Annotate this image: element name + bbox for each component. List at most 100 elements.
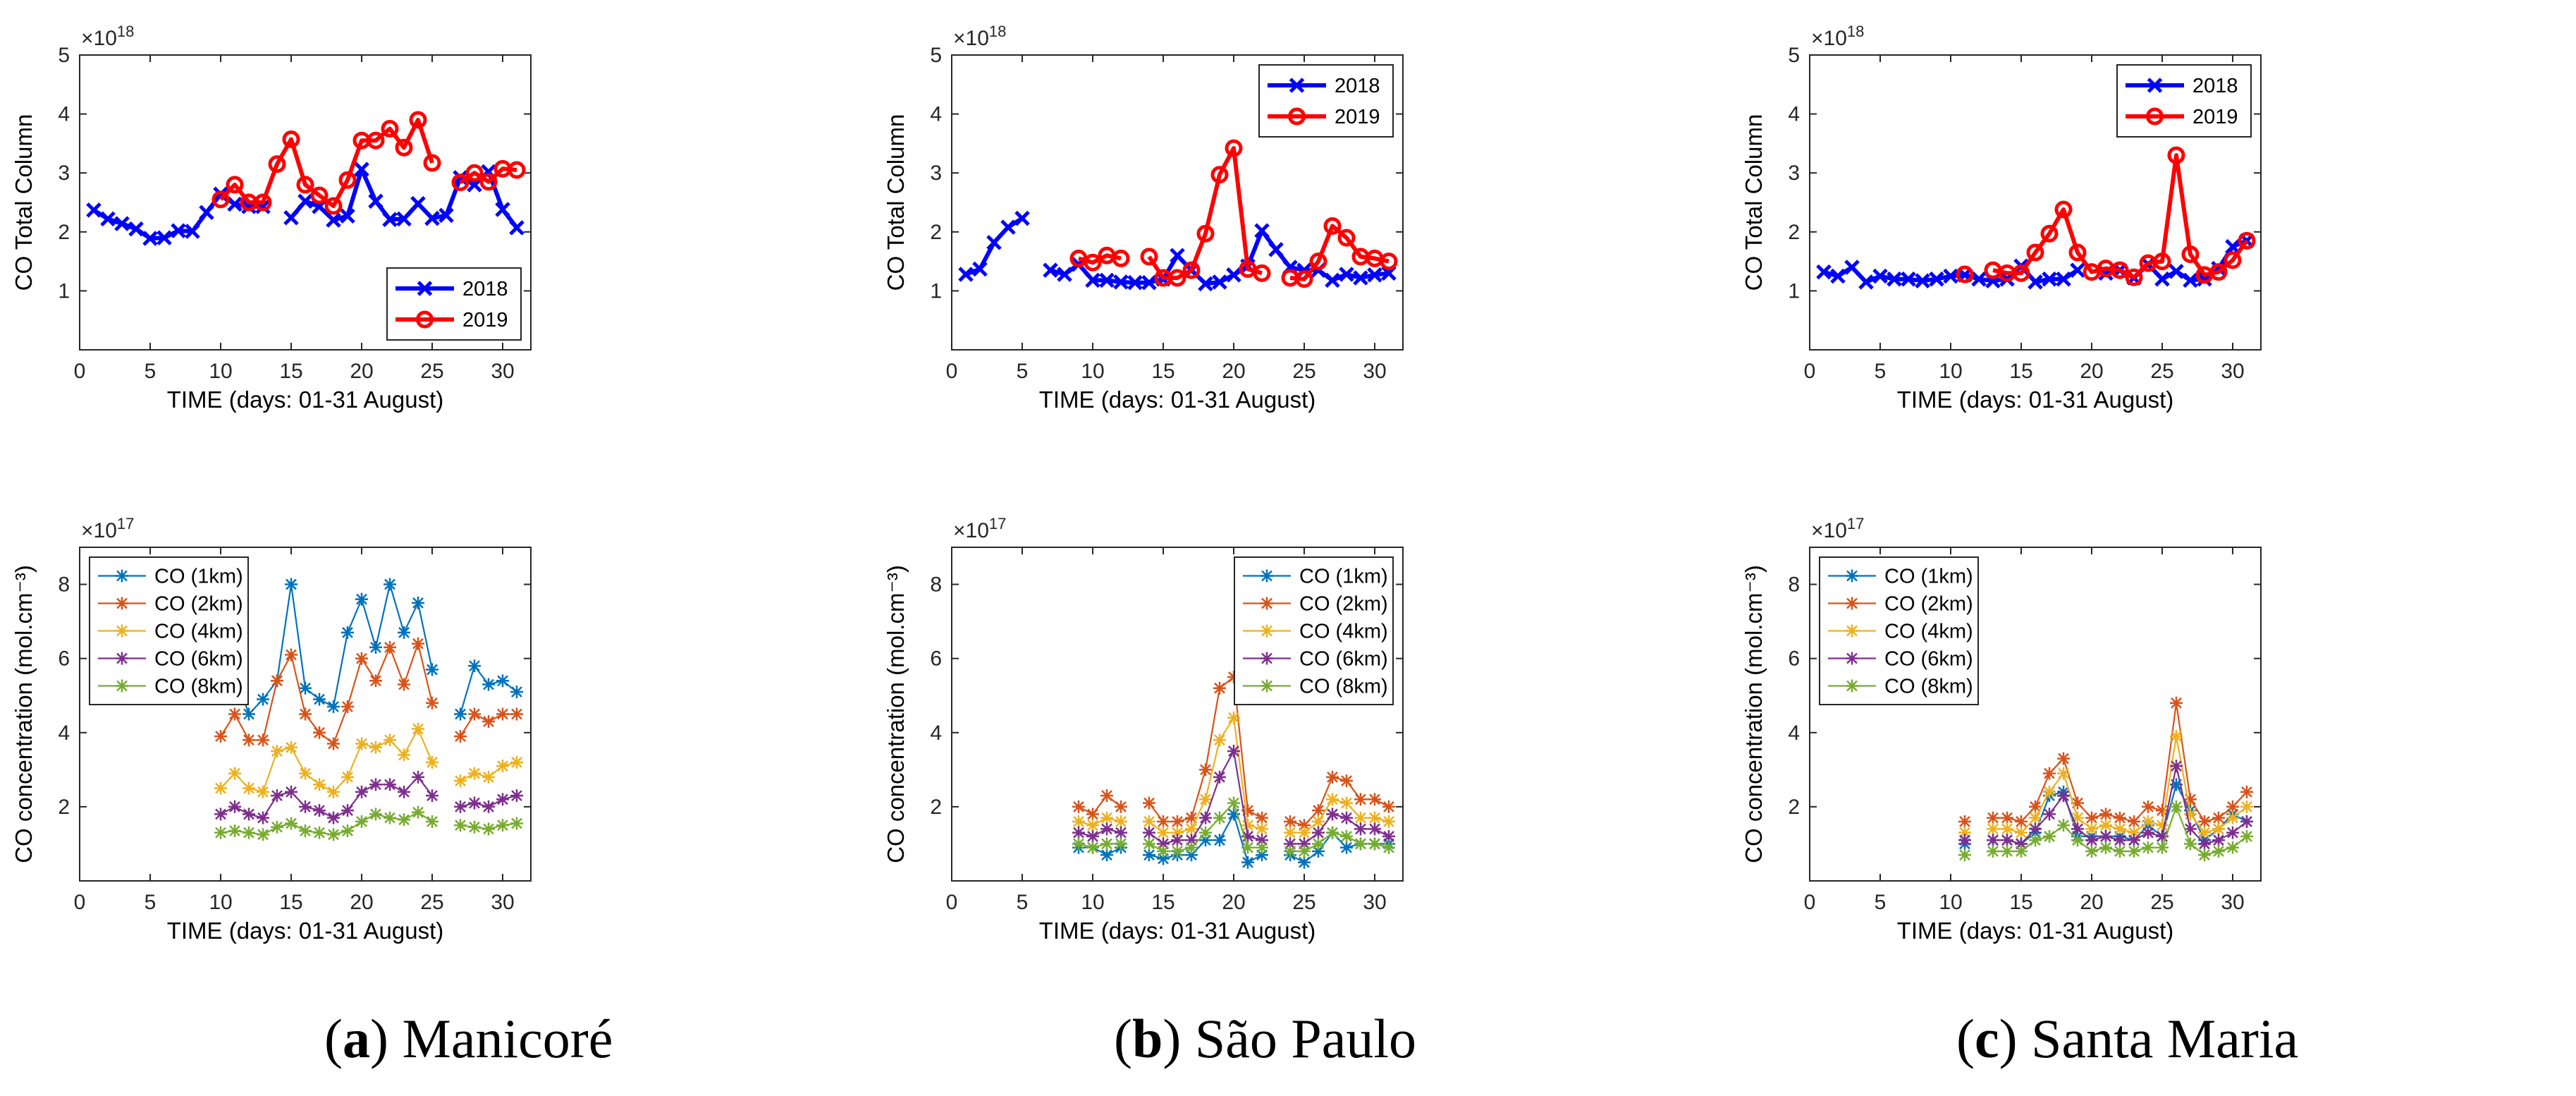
panel-a-concentration-series-co-4km-point [510, 755, 523, 769]
panel-a-concentration-xtick-label: 25 [420, 891, 443, 914]
panel-c-total-column-ytick-label: 1 [1788, 279, 1800, 303]
panel-c-concentration-series-co-4km-point [2226, 811, 2239, 824]
panel-b-concentration-ytick-label: 4 [930, 721, 942, 745]
panel-a-total-column-series-2018-point [340, 208, 355, 224]
panel-c-concentration-series-co-2km-point [1987, 811, 1999, 824]
panel-a-concentration-series-co-6km-point [510, 789, 523, 803]
panel-a-total-column-exponent-value: 18 [117, 23, 134, 40]
panel-c-concentration-series-co-6km-point [1958, 834, 1971, 847]
panel-a-total-column-ytick-label: 3 [58, 162, 70, 185]
panel-a-total-column-series-2018-point [171, 223, 186, 238]
panel-a-concentration-xtick-label: 30 [491, 891, 514, 914]
panel-c-total-column-series-2019-point [2111, 261, 2129, 279]
panel-b-concentration-series-co-4km-point [1256, 822, 1268, 836]
panel-b-total-column-xtick-label: 25 [1292, 360, 1315, 383]
panel-a-concentration-ytick-label: 8 [58, 573, 70, 597]
panel-c-concentration-series-co-4km-point [2071, 811, 2084, 824]
panel-c-total-column-series-2018-point [1915, 273, 1930, 288]
panel-b-total-column-series-2019-point [1140, 248, 1158, 266]
panel-c-total-column-series-2019-point [2068, 243, 2087, 262]
panel-c-total-column-y-axis-label: CO Total Column [1741, 114, 1767, 291]
panel-a-total-column-xtick-label: 10 [209, 360, 232, 383]
panel-a-total-column-series-2018-point [227, 196, 243, 212]
panel-c-concentration-series-co-8km [1958, 800, 2253, 862]
panel-b-concentration-series-co-8km-point [1227, 796, 1240, 810]
panel-b-total-column-series-2018-point [1057, 267, 1072, 282]
panel-b-concentration-series-co-4km-point [1199, 793, 1212, 806]
panel-c-concentration-series-co-6km-point [2085, 834, 2098, 847]
panel-c-total-column-legend: 2018 2019 [2116, 64, 2252, 138]
panel-c-concentration-series-co-8km-point [2184, 837, 2197, 851]
panel-c-total-column-series-2018-point [2169, 264, 2184, 279]
panel-b-concentration-series-co-8km-point [1185, 841, 1198, 854]
panel-a-total-column-legend-label: 2018 [462, 278, 508, 300]
panel-c-concentration-ytick-label: 4 [1788, 721, 1800, 745]
panel-b-total-column-legend-marker [1289, 78, 1305, 93]
panel-a-total-column-series-2018-point [283, 209, 299, 226]
panel-a-concentration-series-co-8km-point [468, 820, 481, 834]
panel-b-total-column-legend-label: 2018 [1335, 75, 1380, 97]
panel-c-concentration-xtick-label: 0 [1804, 891, 1816, 914]
panel-b-concentration-series-co-6km-point [1298, 837, 1311, 851]
panel-b-concentration-series-co-4km-point [1185, 822, 1198, 836]
panel-c-total-column-xtick-label: 0 [1804, 360, 1816, 383]
panel-b-concentration-series-co-6km-point [1382, 829, 1395, 843]
panel-a-concentration-series-co-4km-point [228, 767, 241, 780]
panel-b-concentration-series-co-8km-point [1368, 837, 1381, 851]
panel-a-concentration-series-co-2km-point [384, 640, 396, 654]
panel-a-concentration-series-co-2km-point [271, 674, 283, 688]
panel-b-concentration-legend: CO (1km) CO (2km) CO (4km) CO (6km) CO (8km) [1234, 556, 1394, 705]
panel-b-total-column-series-2019 [1069, 139, 1398, 288]
panel-b-concentration-series-co-2km-point [1256, 811, 1268, 824]
panel-a-concentration-series-co-4km-point [369, 741, 382, 754]
panel-a-concentration-series-co-2km-point [327, 737, 340, 750]
panel-a-concentration-legend-marker [116, 624, 128, 638]
panel-c-concentration-xtick-label: 25 [2150, 891, 2173, 914]
caption-a-letter: a [342, 1008, 370, 1069]
panel-b-total-column-series-2019-point [1253, 264, 1271, 282]
panel-b-concentration-series-co-4km-point [1086, 819, 1099, 832]
panel-c-total-column-series-2018-point [1929, 271, 1944, 287]
panel-b-total-column-series-2018-point [1141, 274, 1157, 291]
panel-a-concentration-series-co-8km-point [412, 805, 424, 819]
panel-b-total-column-ytick-label: 1 [930, 279, 942, 303]
panel-c-concentration-ytick-label: 6 [1788, 647, 1800, 671]
panel-c-concentration-xtick-label: 5 [1875, 891, 1887, 914]
panel-b-concentration-series-co-8km-point [1086, 841, 1099, 854]
panel-b-concentration-x-axis-label: TIME (days: 01-31 August) [1039, 918, 1316, 944]
panel-b-total-column-series-2018-point [986, 235, 1002, 250]
panel-a-total-column-series-2019-point [226, 176, 244, 194]
panel-a-concentration-series-co-4km-point [214, 781, 227, 795]
panel-a-concentration-series-co-6km-point [468, 796, 481, 810]
panel-a-total-column-series-2018-point [396, 211, 412, 227]
panel-b-concentration-series-co-4km-point [1326, 793, 1339, 806]
panel-b-concentration-series-co-2km-point [1086, 808, 1099, 821]
panel-c-concentration-legend-label: CO (8km) [1884, 676, 1973, 698]
panel-c-concentration-series-co-8km-point [2156, 841, 2169, 854]
panel-b-concentration-series-co-6km-point [1115, 826, 1127, 839]
panel-c-concentration-xtick-label: 20 [2080, 891, 2103, 914]
panel-b-total-column-ytick-label: 3 [930, 162, 942, 185]
panel-a-concentration-series-co-8km-point [355, 815, 368, 828]
panel-b-concentration-series-co-8km-point [1241, 841, 1254, 854]
panel-c-concentration-series-co-6km-point [2184, 822, 2197, 836]
panel-a-concentration-series-co-4km-point [327, 785, 340, 798]
panel-a-concentration-series-co-4km-point [468, 767, 481, 780]
panel-c-concentration-series-co-4km-point [2015, 826, 2028, 839]
panel-a-concentration-series-co-6km-point [228, 800, 241, 813]
panel-b-concentration-series-co-4km-point [1115, 815, 1127, 828]
panel-b-total-column-series-2018-point [1198, 276, 1213, 292]
panel-b-concentration-series-co-6km [1072, 745, 1395, 851]
panel-a-concentration-series-co-8km-point [313, 826, 326, 839]
panel-b-total-column-series-2018-point [1000, 219, 1016, 235]
panel-c-concentration-series-co-4km-point [2142, 815, 2154, 828]
caption-c: (c) Santa Maria [1956, 1008, 2299, 1069]
panel-b-total-column-y-axis-label: CO Total Column [883, 114, 909, 291]
panel-b-total-column-series-2018-point [1043, 262, 1058, 278]
panel-a-concentration-series-co-8km-point [271, 820, 283, 834]
panel-c-concentration-series-co-2km-point [2128, 815, 2140, 828]
panel-a-concentration-legend-marker [116, 652, 128, 665]
panel-c-concentration-series-co-8km-point [2212, 844, 2225, 858]
panel-b-concentration-series-co-8km-point [1213, 811, 1226, 824]
